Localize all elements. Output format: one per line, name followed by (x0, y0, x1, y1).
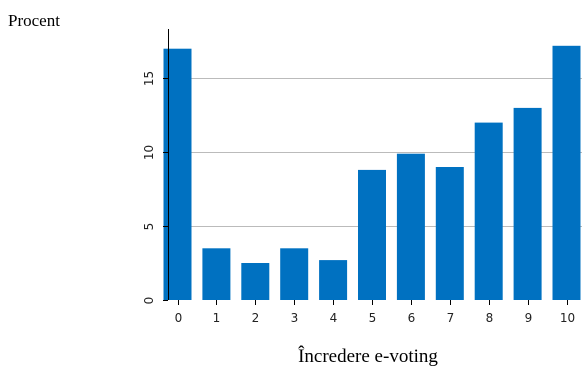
y-tick-label-15: 15 (142, 71, 156, 86)
x-tick-label-6: 6 (408, 311, 416, 325)
x-tick-label-4: 4 (330, 311, 338, 325)
bar-1 (202, 248, 230, 300)
x-axis-label: Încredere e-voting (298, 345, 438, 367)
bar-6 (397, 154, 425, 300)
x-tick-label-1: 1 (213, 311, 221, 325)
bars (164, 46, 581, 300)
bar-9 (514, 108, 542, 300)
bar-10 (553, 46, 581, 300)
x-tick-label-3: 3 (291, 311, 299, 325)
bar-7 (436, 167, 464, 300)
x-tick-label-8: 8 (486, 311, 494, 325)
x-tick-label-2: 2 (252, 311, 260, 325)
x-tick-label-0: 0 (175, 311, 183, 325)
bar-5 (358, 170, 386, 300)
y-axis-label: Procent (8, 11, 60, 30)
bar-3 (280, 248, 308, 300)
x-ticks: 0 1 2 3 4 5 6 7 8 9 10 (175, 300, 575, 325)
y-tick-label-10: 10 (142, 145, 156, 160)
bar-0 (164, 49, 192, 300)
y-tick-label-0: 0 (142, 297, 156, 305)
bar-8 (475, 123, 503, 300)
x-tick-label-7: 7 (447, 311, 455, 325)
x-tick-label-5: 5 (369, 311, 377, 325)
y-tick-label-5: 5 (142, 223, 156, 231)
bar-2 (241, 263, 269, 300)
x-tick-label-10: 10 (560, 311, 575, 325)
bar-4 (319, 260, 347, 300)
x-tick-label-9: 9 (525, 311, 533, 325)
